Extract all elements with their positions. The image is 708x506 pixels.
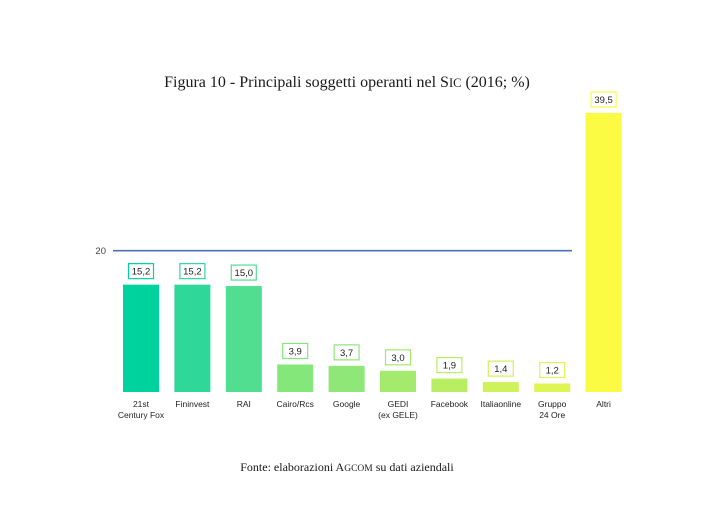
data-label-box-9 — [539, 361, 566, 379]
data-label-3: 15,0 — [235, 268, 254, 279]
bar-2 — [174, 284, 211, 392]
bar-4 — [277, 364, 314, 392]
bar-7 — [431, 378, 468, 392]
bar-10 — [585, 113, 622, 392]
data-label-box-1 — [127, 263, 155, 280]
bar-9 — [534, 383, 571, 392]
data-label-box-4 — [282, 342, 309, 360]
data-label-5: 3,7 — [340, 348, 353, 359]
source-part-1: Fonte: elaborazioni A — [240, 460, 344, 474]
chart-title-part-1: Figura 10 - Principali soggetti operanti… — [164, 74, 449, 91]
category-label-1-line-1: 21st — [133, 399, 150, 409]
category-label-9-line-2: 24 Ore — [539, 410, 565, 420]
data-label-box-8 — [487, 360, 514, 377]
category-label-6-line-1: GEDI — [388, 399, 409, 409]
bar-6 — [380, 370, 416, 392]
data-label-box-5 — [333, 344, 360, 361]
bar-1 — [123, 284, 159, 392]
category-label-2: Fininvest — [175, 399, 210, 409]
chart-title: Figura 10 - Principali soggetti operanti… — [164, 74, 530, 91]
category-label-10: Altri — [596, 399, 611, 409]
bar-8 — [482, 382, 519, 392]
category-label-9-line-1: Gruppo — [538, 399, 567, 409]
data-label-box-2 — [179, 263, 206, 280]
bar-5 — [328, 365, 365, 392]
category-label-8: Italiaonline — [480, 399, 521, 409]
category-label-6-line-2: (ex GELE) — [378, 410, 418, 420]
source-part-3: su dati aziendali — [373, 460, 455, 474]
data-label-9: 1,2 — [546, 366, 559, 377]
category-label-7: Facebook — [431, 399, 469, 409]
data-label-2: 15,2 — [183, 267, 202, 278]
data-label-box-3 — [230, 264, 257, 281]
bar-3 — [225, 286, 262, 392]
category-label-5: Google — [333, 399, 361, 409]
category-label-4: Cairo/Rcs — [277, 399, 314, 409]
category-label-3: RAI — [237, 399, 251, 409]
data-label-8: 1,4 — [494, 364, 507, 375]
data-label-box-6 — [384, 349, 412, 366]
data-label-7: 1,9 — [443, 361, 456, 372]
chart-title-part-3: (2016; %) — [461, 74, 529, 91]
source-part-2: GCOM — [344, 464, 373, 474]
data-label-6: 3,0 — [391, 353, 404, 364]
data-label-1: 15,2 — [132, 267, 151, 278]
chart-title-part-2: IC — [449, 76, 462, 90]
data-label-10: 39,5 — [594, 95, 613, 106]
source-note: Fonte: elaborazioni AGCOM su dati aziend… — [240, 460, 454, 474]
reference-line-label: 20 — [95, 246, 106, 257]
data-label-box-10 — [590, 91, 617, 108]
data-label-box-7 — [436, 356, 463, 374]
data-label-4: 3,9 — [289, 346, 302, 357]
category-label-1-line-2: Century Fox — [118, 410, 165, 420]
